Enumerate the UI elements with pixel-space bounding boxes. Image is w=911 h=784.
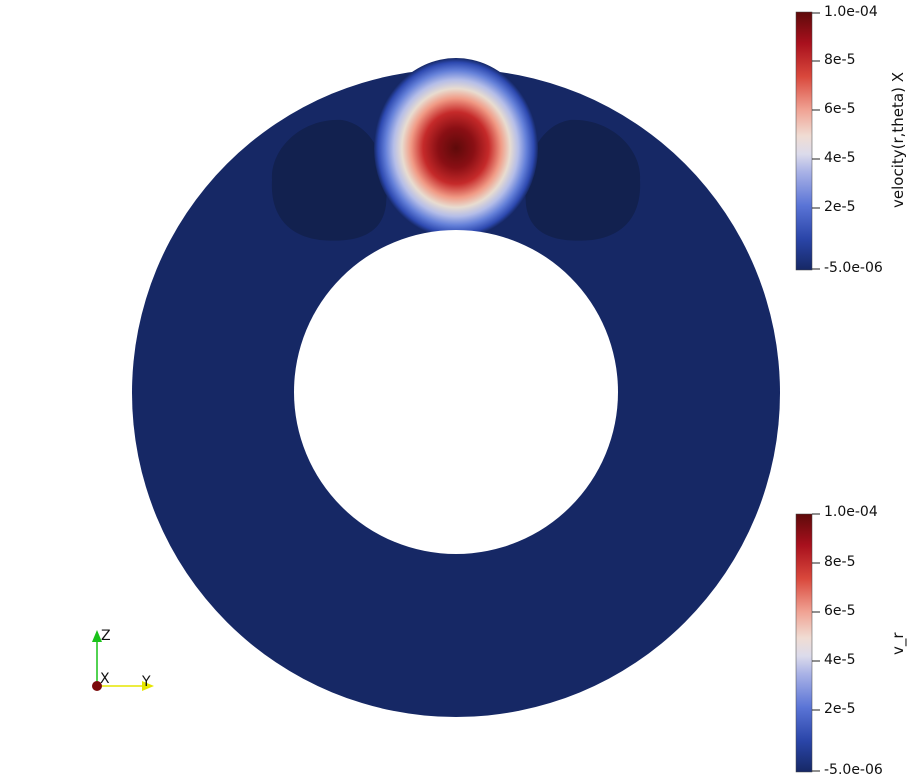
colorbar-2-tick-label: 8e-5	[824, 554, 856, 570]
right-lobe	[525, 119, 641, 241]
colorbar-2	[795, 513, 820, 773]
x-axis-label: X	[100, 671, 110, 687]
colorbar-1-max-label: 1.0e-04	[824, 4, 878, 20]
colorbar-1-title: velocity(r,theta) X	[889, 72, 907, 208]
left-lobe	[271, 119, 387, 241]
colorbar-2-tick-label: 6e-5	[824, 603, 856, 619]
colorbar-1-tick-label: 4e-5	[824, 150, 856, 166]
colorbar-2-tick-label: 2e-5	[824, 701, 856, 717]
x-axis-dot	[92, 681, 102, 691]
colorbar-2-gradient	[795, 513, 813, 773]
colorbar-1-tick-label: 8e-5	[824, 52, 856, 68]
annulus-field	[132, 58, 780, 717]
colorbar-2-title: v_r	[889, 632, 907, 655]
z-axis-arrow	[92, 630, 102, 642]
y-axis-arrow	[142, 681, 154, 691]
colorbar-1	[795, 11, 820, 271]
colorbar-1-gradient	[795, 11, 813, 271]
z-axis-label: Z	[101, 628, 111, 644]
colorbar-2-max-label: 1.0e-04	[824, 504, 878, 520]
colorbar-2-tick-label: 4e-5	[824, 652, 856, 668]
colorbar-1-tick-label: 2e-5	[824, 199, 856, 215]
colorbar-1-min-label: -5.0e-06	[824, 260, 883, 276]
annulus-hole	[294, 230, 618, 554]
orientation-axes	[92, 630, 154, 691]
y-axis-label: Y	[142, 674, 151, 690]
colorbar-1-tick-label: 6e-5	[824, 101, 856, 117]
colorbar-2-min-label: -5.0e-06	[824, 762, 883, 778]
velocity-peak	[374, 58, 538, 238]
